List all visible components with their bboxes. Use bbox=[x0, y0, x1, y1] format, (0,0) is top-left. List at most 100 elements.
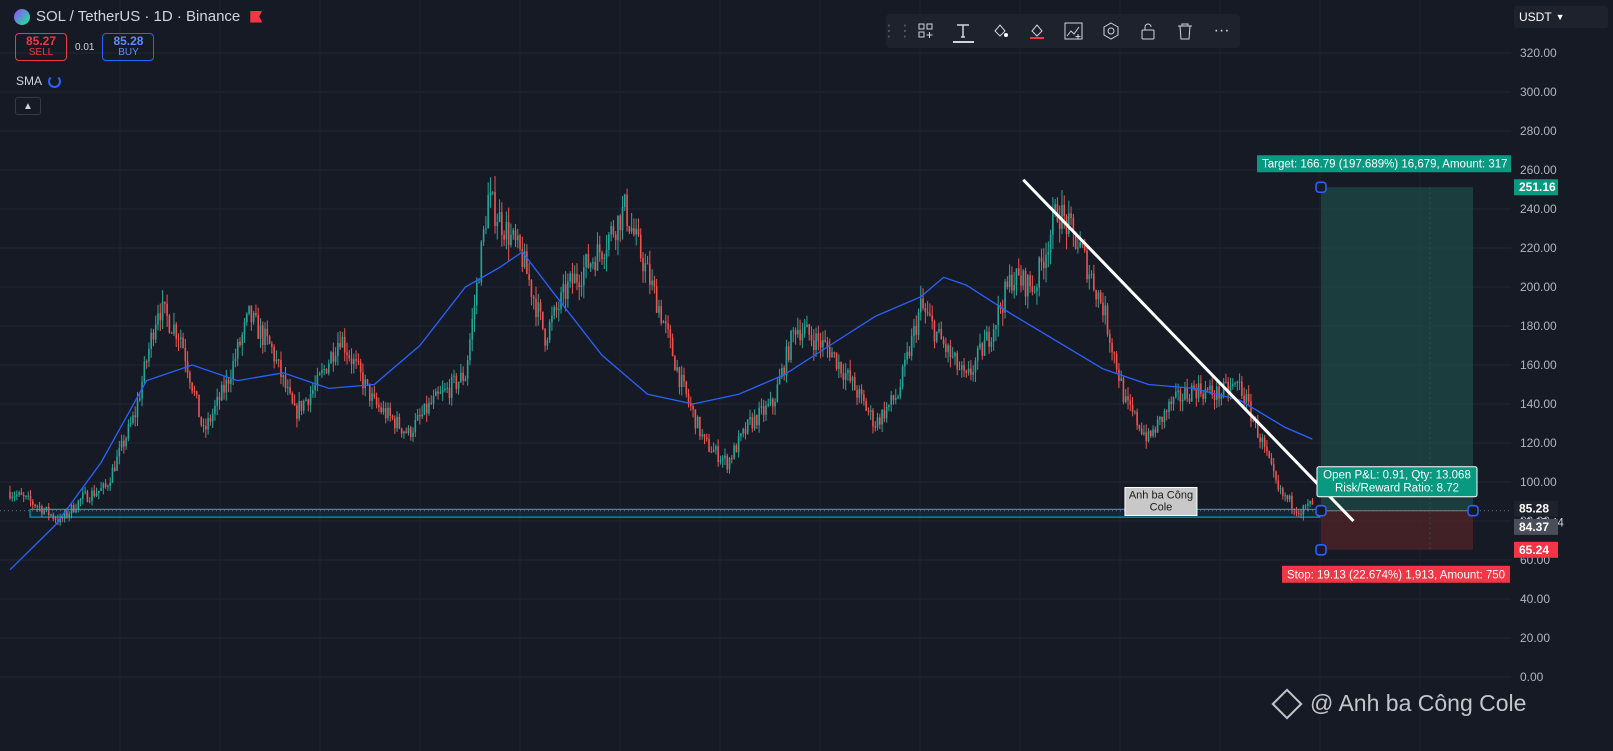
candle-body bbox=[815, 333, 817, 351]
candle-body bbox=[920, 298, 922, 313]
candle-body bbox=[847, 370, 849, 374]
delete-icon[interactable] bbox=[1166, 14, 1203, 48]
fill-color-icon[interactable] bbox=[982, 14, 1019, 48]
candle-body bbox=[1118, 369, 1120, 381]
sell-button[interactable]: 85.27 SELL bbox=[15, 33, 67, 61]
candle-body bbox=[330, 352, 332, 364]
more-icon[interactable]: ··· bbox=[1213, 22, 1230, 39]
candle-body bbox=[942, 339, 945, 345]
candle-body bbox=[261, 325, 264, 346]
candle-body bbox=[519, 235, 521, 250]
chart-settings-icon[interactable] bbox=[1056, 14, 1093, 48]
candle-body bbox=[95, 493, 98, 497]
candle-body bbox=[366, 379, 369, 384]
candle-body bbox=[612, 226, 615, 235]
candle-body bbox=[1015, 268, 1018, 286]
candle-body bbox=[341, 336, 344, 348]
candle-body bbox=[296, 405, 298, 419]
candle-body bbox=[1295, 510, 1298, 514]
text-icon[interactable] bbox=[945, 14, 982, 48]
object-tree-icon[interactable] bbox=[1092, 14, 1129, 48]
drag-handle-icon[interactable]: ⋮⋮ bbox=[881, 23, 913, 40]
candle-body bbox=[669, 329, 672, 338]
candle-body bbox=[432, 396, 435, 404]
currency-selector[interactable]: USDT ▼ bbox=[1514, 6, 1608, 28]
candle-body bbox=[380, 407, 382, 413]
line-color-icon[interactable] bbox=[1019, 14, 1056, 48]
candle-body bbox=[685, 381, 688, 394]
candle-body bbox=[469, 339, 471, 361]
stop-zone bbox=[1321, 510, 1473, 550]
candle-body bbox=[77, 500, 80, 510]
candle-body bbox=[1175, 391, 1177, 398]
candle-body bbox=[1188, 398, 1191, 402]
candle-body bbox=[462, 372, 464, 381]
candle-body bbox=[127, 424, 130, 439]
candle-body bbox=[177, 338, 180, 340]
flag-icon[interactable] bbox=[250, 10, 263, 23]
lock-icon[interactable] bbox=[1129, 14, 1166, 48]
symbol-title[interactable]: SOL / TetherUS · 1D · Binance bbox=[36, 8, 241, 25]
candle-body bbox=[1186, 388, 1189, 399]
candle-body bbox=[1250, 401, 1252, 421]
annotation-text: Cole bbox=[1150, 502, 1173, 514]
candle-body bbox=[583, 267, 585, 286]
buy-button[interactable]: 85.28 BUY bbox=[102, 33, 155, 61]
candle-body bbox=[970, 368, 972, 375]
candle-body bbox=[1154, 429, 1157, 433]
candle-body bbox=[289, 387, 291, 393]
candle-body bbox=[129, 423, 132, 425]
candle-body bbox=[771, 398, 774, 407]
candle-body bbox=[967, 368, 970, 373]
candle-body bbox=[259, 325, 262, 339]
candle-body bbox=[1136, 411, 1138, 426]
collapse-legend-button[interactable]: ▲ bbox=[15, 97, 41, 115]
drawings-overlay[interactable]: Target: 166.79 (197.689%) 16,679, Amount… bbox=[0, 155, 1511, 583]
candle-body bbox=[671, 337, 674, 357]
candle-body bbox=[826, 341, 829, 347]
candle-body bbox=[983, 340, 986, 356]
candle-body bbox=[243, 322, 246, 335]
axis-background bbox=[1511, 0, 1613, 751]
candle-body bbox=[1020, 275, 1022, 286]
candle-body bbox=[120, 440, 123, 448]
candle-body bbox=[974, 360, 977, 373]
candle-body bbox=[1284, 495, 1286, 497]
candle-body bbox=[1179, 390, 1182, 402]
candle-body bbox=[22, 494, 25, 497]
candle-body bbox=[150, 332, 152, 349]
candle-body bbox=[799, 329, 801, 341]
candle-body bbox=[1095, 290, 1097, 300]
drag-handle bbox=[1467, 504, 1479, 517]
candle-body bbox=[842, 373, 845, 380]
candle-body bbox=[346, 352, 348, 356]
candle-body bbox=[1081, 242, 1084, 246]
candle-body bbox=[123, 440, 125, 447]
candle-body bbox=[1163, 410, 1166, 423]
sell-price: 85.27 bbox=[25, 34, 57, 48]
candle-body bbox=[938, 328, 940, 332]
candle-body bbox=[284, 375, 287, 388]
price-axis[interactable]: 0.0020.0040.0060.0080.00100.00120.00140.… bbox=[1511, 0, 1613, 751]
candle-body bbox=[749, 417, 751, 420]
candle-body bbox=[494, 192, 496, 226]
stop-axis-label: 65.24 bbox=[1519, 543, 1549, 557]
candle-body bbox=[200, 417, 203, 426]
candle-body bbox=[1309, 500, 1311, 504]
candle-body bbox=[1127, 396, 1129, 401]
candle-body bbox=[1074, 231, 1077, 249]
candle-body bbox=[1001, 309, 1004, 313]
candle-body bbox=[580, 285, 583, 288]
sma-legend[interactable]: SMA bbox=[16, 74, 62, 88]
candle-body bbox=[280, 359, 282, 378]
sma-label: SMA bbox=[16, 74, 43, 88]
candle-body bbox=[608, 234, 610, 250]
candle-body bbox=[1263, 437, 1266, 448]
candle-body bbox=[1068, 213, 1070, 234]
candle-body bbox=[605, 249, 608, 258]
candle-body bbox=[935, 331, 938, 342]
templates-icon[interactable] bbox=[908, 14, 945, 48]
candle-body bbox=[387, 407, 389, 419]
candle-body bbox=[157, 313, 159, 325]
